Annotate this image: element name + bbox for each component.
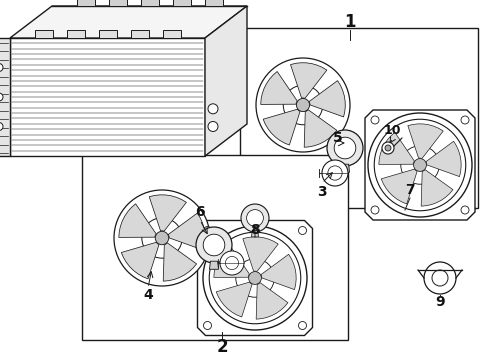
Polygon shape xyxy=(426,141,461,177)
Polygon shape xyxy=(119,204,156,237)
Polygon shape xyxy=(67,30,85,38)
Polygon shape xyxy=(216,282,252,317)
Circle shape xyxy=(209,232,301,324)
Polygon shape xyxy=(210,261,219,269)
Polygon shape xyxy=(99,30,117,38)
Polygon shape xyxy=(341,164,349,172)
Polygon shape xyxy=(309,81,345,117)
Polygon shape xyxy=(163,243,196,281)
Text: 5: 5 xyxy=(333,131,343,145)
Polygon shape xyxy=(122,242,159,279)
Text: 4: 4 xyxy=(143,288,153,302)
Polygon shape xyxy=(149,195,186,231)
Polygon shape xyxy=(141,0,159,6)
Polygon shape xyxy=(197,220,313,336)
Circle shape xyxy=(374,119,466,211)
Circle shape xyxy=(334,137,356,159)
Polygon shape xyxy=(77,0,95,6)
Circle shape xyxy=(371,116,379,124)
Polygon shape xyxy=(365,110,475,220)
Circle shape xyxy=(461,206,469,214)
Circle shape xyxy=(203,321,212,329)
Circle shape xyxy=(368,113,472,217)
Polygon shape xyxy=(168,213,205,250)
Polygon shape xyxy=(10,6,247,38)
Polygon shape xyxy=(261,72,297,104)
Polygon shape xyxy=(408,124,443,158)
Circle shape xyxy=(424,262,456,294)
Text: 7: 7 xyxy=(405,183,415,197)
Circle shape xyxy=(203,234,225,256)
Circle shape xyxy=(296,98,310,112)
Polygon shape xyxy=(205,6,247,156)
Polygon shape xyxy=(291,63,327,98)
Circle shape xyxy=(114,190,210,286)
Circle shape xyxy=(0,63,3,72)
Circle shape xyxy=(208,104,218,114)
Circle shape xyxy=(414,159,426,171)
Circle shape xyxy=(401,146,439,184)
Text: 10: 10 xyxy=(383,123,401,136)
Circle shape xyxy=(382,142,394,154)
Text: 6: 6 xyxy=(195,205,205,219)
Polygon shape xyxy=(35,30,53,38)
Circle shape xyxy=(208,122,218,131)
Circle shape xyxy=(236,259,274,297)
Circle shape xyxy=(203,226,212,234)
Circle shape xyxy=(328,166,342,180)
Circle shape xyxy=(0,93,3,101)
Circle shape xyxy=(241,204,269,232)
Polygon shape xyxy=(10,38,205,156)
Text: 3: 3 xyxy=(317,185,327,199)
Polygon shape xyxy=(205,0,223,6)
Circle shape xyxy=(246,210,264,226)
Circle shape xyxy=(461,116,469,124)
Polygon shape xyxy=(82,155,348,340)
Text: 8: 8 xyxy=(250,223,260,237)
Circle shape xyxy=(371,206,379,214)
Text: 1: 1 xyxy=(344,13,356,31)
Polygon shape xyxy=(381,169,417,204)
Circle shape xyxy=(256,58,350,152)
Text: 9: 9 xyxy=(435,295,445,309)
Circle shape xyxy=(385,145,391,151)
Circle shape xyxy=(196,227,232,263)
Circle shape xyxy=(225,256,239,270)
Polygon shape xyxy=(379,132,415,165)
Circle shape xyxy=(298,226,307,234)
Circle shape xyxy=(298,321,307,329)
Polygon shape xyxy=(256,283,288,319)
Polygon shape xyxy=(243,237,278,271)
Circle shape xyxy=(0,122,3,130)
Polygon shape xyxy=(261,254,296,289)
Polygon shape xyxy=(173,0,191,6)
Circle shape xyxy=(248,271,261,284)
Circle shape xyxy=(322,160,348,186)
Polygon shape xyxy=(131,30,149,38)
Polygon shape xyxy=(421,170,453,206)
Circle shape xyxy=(327,130,363,166)
Circle shape xyxy=(142,218,182,258)
Polygon shape xyxy=(240,28,478,208)
Circle shape xyxy=(283,85,323,125)
Circle shape xyxy=(155,231,169,245)
Polygon shape xyxy=(0,38,10,156)
Circle shape xyxy=(432,270,448,286)
Polygon shape xyxy=(304,110,337,147)
Polygon shape xyxy=(214,246,249,278)
Polygon shape xyxy=(163,30,181,38)
Polygon shape xyxy=(251,231,259,237)
Polygon shape xyxy=(109,0,127,6)
Text: 2: 2 xyxy=(216,338,228,356)
Circle shape xyxy=(220,251,244,275)
Circle shape xyxy=(203,226,307,330)
Polygon shape xyxy=(263,109,300,145)
